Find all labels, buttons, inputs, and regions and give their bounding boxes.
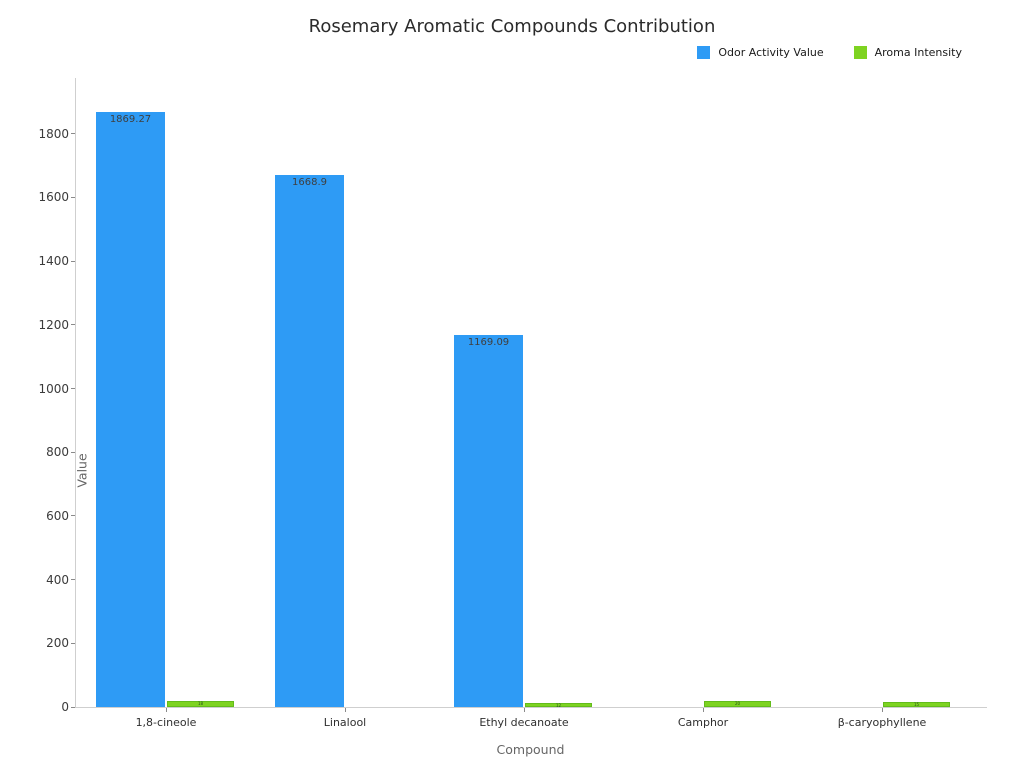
y-tick-mark-1400 [71, 260, 75, 262]
x-tick-mark [524, 708, 525, 712]
x-tick-mark [166, 708, 167, 712]
x-tick-label: Ethyl decanoate [479, 716, 569, 729]
bar-value-label: 1169.09 [467, 337, 510, 348]
y-tick-label-400: 400 [46, 572, 69, 587]
bar-aroma-intensity: 18 [167, 701, 234, 707]
bar-aroma-intensity: 12 [525, 703, 592, 707]
y-tick-mark-400 [71, 579, 75, 581]
x-tick-label: Linalool [323, 716, 367, 729]
x-tick-mark [703, 708, 704, 712]
bar-value-label: 15 [913, 702, 920, 707]
plot-area: Value 0 200 400 600 800 1000 1200 1400 1600 1800 1… [38, 78, 987, 729]
bar-value-label: 18 [197, 701, 204, 706]
y-tick-mark-1600 [71, 196, 75, 198]
y-axis-title: Value [74, 453, 90, 488]
legend-item-odor-activity-value: Odor Activity Value [697, 46, 824, 59]
legend-swatch-green-icon [853, 46, 867, 59]
bar-aroma-intensity: 15 [883, 702, 950, 707]
bar-value-label: 1869.27 [109, 114, 152, 125]
y-tick-label-1000: 1000 [38, 381, 69, 396]
x-tick-label: 1,8-cineole [135, 716, 197, 729]
legend-swatch-blue-icon [697, 46, 711, 59]
bar-value-label: 20 [734, 701, 741, 706]
y-tick-label-200: 200 [46, 636, 69, 651]
y-tick-label-1400: 1400 [38, 254, 69, 269]
y-tick-label-1600: 1600 [38, 190, 69, 205]
legend-label-aroma-intensity: Aroma Intensity [874, 46, 962, 59]
x-tick-label: Camphor [677, 716, 729, 729]
bar-aroma-intensity: 20 [704, 701, 771, 707]
bar-value-label: 1668.9 [292, 177, 327, 188]
y-tick-mark-600 [71, 515, 75, 517]
legend-label-odor-activity-value: Odor Activity Value [718, 46, 824, 59]
y-tick-mark-0 [71, 706, 75, 708]
y-tick-label-1800: 1800 [38, 126, 69, 141]
bar-value-label: 12 [555, 703, 562, 707]
y-tick-label-0: 0 [61, 700, 69, 714]
bar-odor-activity-value: 1869.27 [96, 112, 165, 707]
legend-item-aroma-intensity: Aroma Intensity [853, 46, 962, 59]
y-tick-mark-1800 [71, 133, 75, 135]
bar-odor-activity-value: 1169.09 [454, 335, 523, 707]
x-tick-mark [882, 708, 883, 712]
y-tick-label-600: 600 [46, 508, 69, 523]
x-tick-label: β-caryophyllene [837, 716, 927, 729]
y-tick-mark-200 [71, 642, 75, 644]
y-tick-mark-1200 [71, 324, 75, 326]
y-tick-mark-1000 [71, 388, 75, 390]
x-tick-mark [345, 708, 346, 712]
y-tick-label-1200: 1200 [38, 317, 69, 332]
bar-odor-activity-value: 1668.9 [275, 175, 344, 707]
chart-title: Rosemary Aromatic Compounds Contribution [308, 16, 716, 37]
y-tick-label-800: 800 [46, 445, 69, 460]
x-axis-title: Compound [496, 742, 565, 757]
y-tick-mark-800 [71, 451, 75, 453]
legend: Odor Activity Value Aroma Intensity [697, 46, 962, 59]
